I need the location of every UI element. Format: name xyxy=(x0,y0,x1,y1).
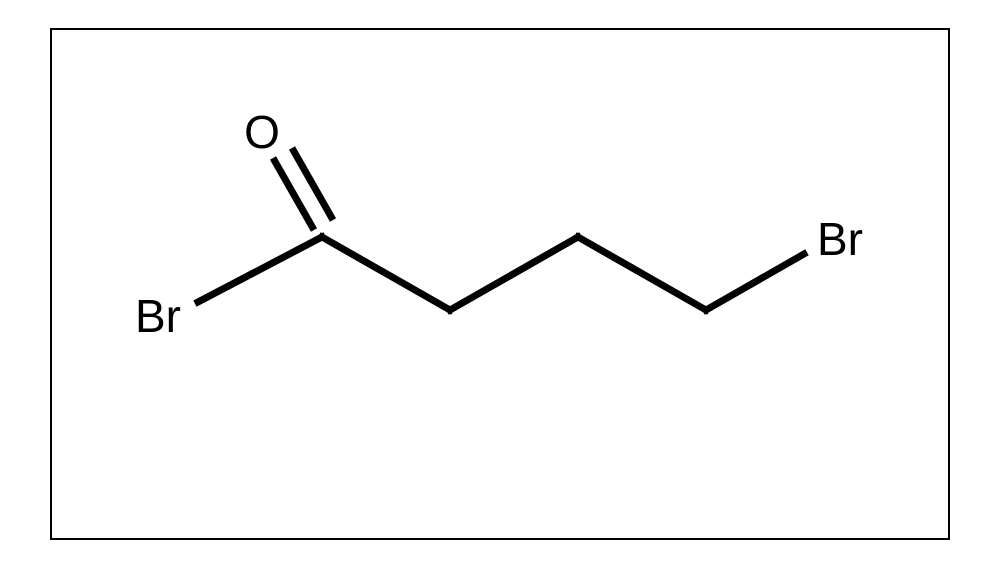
molecule-diagram xyxy=(0,0,1000,568)
bond-br1-c1 xyxy=(198,237,322,302)
bonds-group xyxy=(198,148,804,310)
bond-c4-br2 xyxy=(706,254,804,310)
bond-c3-c4 xyxy=(578,237,706,310)
atom-bromine-left: Br xyxy=(135,289,181,343)
bond-c1-c2 xyxy=(322,237,450,310)
atom-bromine-right: Br xyxy=(817,212,863,266)
bond-c2-c3 xyxy=(450,237,578,310)
atom-oxygen: O xyxy=(244,105,280,159)
